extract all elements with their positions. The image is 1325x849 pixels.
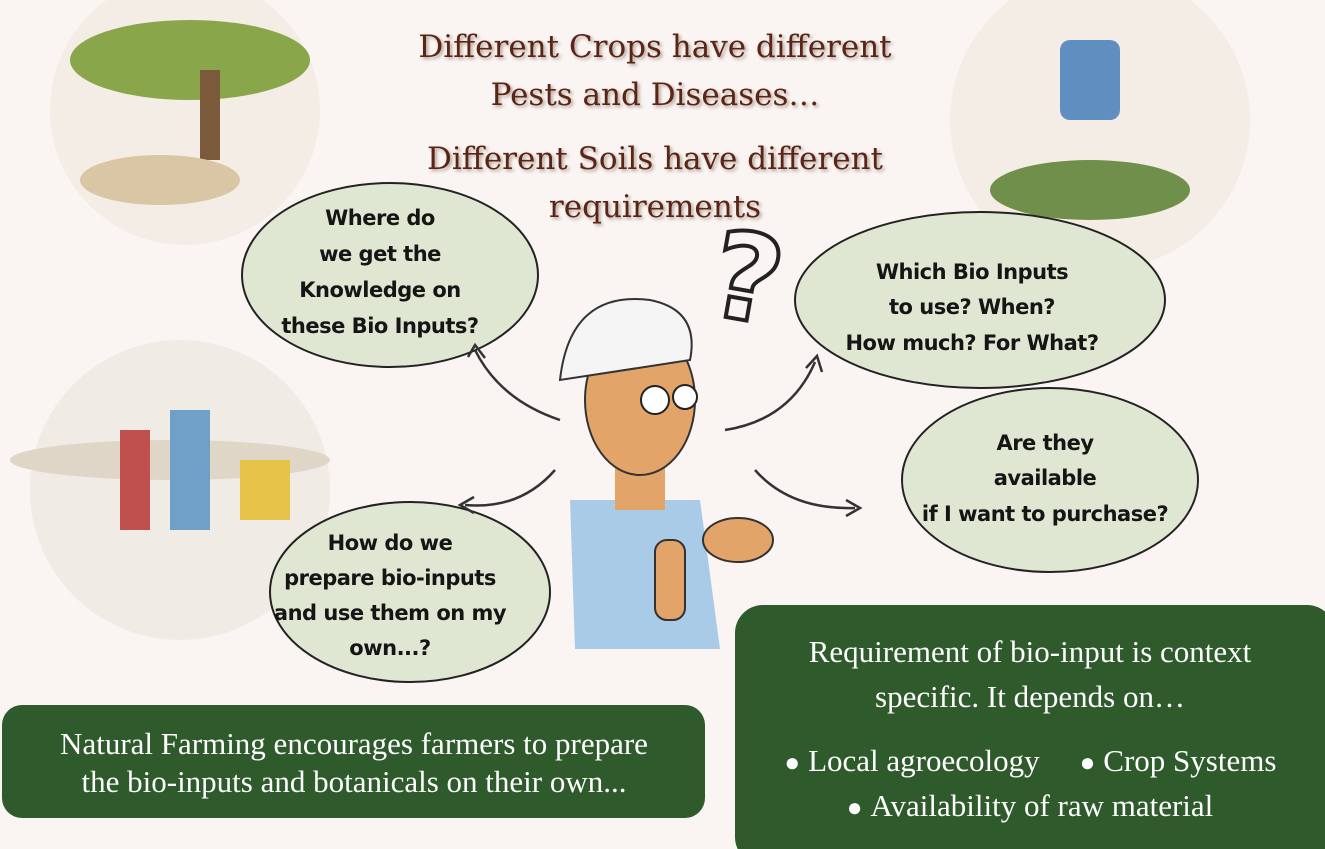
bubble-text: and use them on my (274, 603, 506, 624)
hand (703, 518, 773, 562)
heading-line: requirements (549, 192, 761, 223)
bubble-text: Are they (996, 433, 1093, 454)
tree (70, 20, 310, 100)
bubble-text: Where do (325, 208, 435, 229)
heading-line: Different Soils have different (427, 144, 883, 175)
bullet-item: Availability of raw material (847, 790, 1214, 821)
page: ? Different Crops have different Pests a… (0, 0, 1325, 849)
arrow (475, 350, 560, 420)
eye (673, 385, 697, 409)
note-text: specific. It depends on… (875, 681, 1185, 712)
farmer (560, 299, 773, 649)
bubble-text: prepare bio-inputs (284, 568, 496, 589)
bubble-text: How much? For What? (845, 333, 1098, 354)
woman-figure (240, 460, 290, 520)
bubble-text: own...? (349, 638, 430, 659)
arrow (755, 470, 855, 508)
shirt (570, 500, 720, 649)
note-text: the bio-inputs and botanicals on their o… (82, 766, 627, 797)
hand (655, 540, 685, 620)
bubble-text: Which Bio Inputs (876, 262, 1068, 283)
eye (641, 386, 669, 414)
bubble-text: Knowledge on (299, 280, 461, 301)
bubble-text: we get the (319, 244, 441, 265)
note-box (2, 705, 705, 818)
bubble-text: available (994, 468, 1097, 489)
arrow (465, 470, 555, 506)
bubble-text: if I want to purchase? (922, 504, 1168, 525)
arrow (725, 362, 815, 430)
bubble-text: to use? When? (889, 297, 1055, 318)
woman-figure (120, 430, 150, 530)
crops (990, 160, 1190, 220)
heading-line: Different Crops have different (418, 32, 891, 63)
note-text: Requirement of bio-input is context (809, 636, 1252, 667)
bubble-text: these Bio Inputs? (281, 316, 478, 337)
barrel (1060, 40, 1120, 120)
trunk (200, 70, 220, 160)
heading-line: Pests and Diseases… (491, 80, 820, 111)
farmer-figure (170, 410, 210, 530)
people (80, 155, 240, 205)
bullet-item: Local agroecology (784, 745, 1039, 776)
illustration (0, 0, 1325, 849)
bullet-item: Crop Systems (1080, 745, 1277, 776)
bubble-text: How do we (328, 533, 453, 554)
note-text: Natural Farming encourages farmers to pr… (60, 728, 648, 759)
